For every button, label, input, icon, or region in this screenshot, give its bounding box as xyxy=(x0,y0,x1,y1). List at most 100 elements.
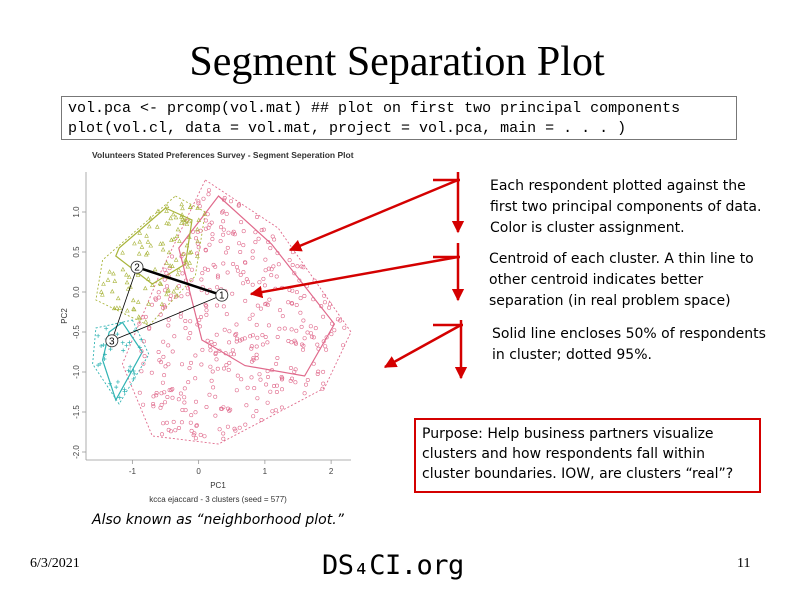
point-cluster-1 xyxy=(221,436,226,441)
point-cluster-1 xyxy=(222,327,227,332)
point-cluster-1 xyxy=(160,432,165,437)
point-cluster-2 xyxy=(124,272,129,277)
point-cluster-1 xyxy=(195,229,200,234)
point-cluster-1 xyxy=(257,280,262,285)
point-cluster-2 xyxy=(152,266,158,272)
point-cluster-2 xyxy=(187,250,193,255)
point-cluster-2 xyxy=(120,266,126,272)
point-cluster-1 xyxy=(218,239,223,244)
point-cluster-1 xyxy=(240,337,245,342)
point-cluster-1 xyxy=(243,260,248,265)
point-cluster-1 xyxy=(206,192,211,197)
point-cluster-2 xyxy=(107,269,112,274)
point-cluster-1 xyxy=(200,347,205,352)
point-cluster-2 xyxy=(136,251,142,256)
point-cluster-1 xyxy=(158,405,163,410)
point-cluster-1 xyxy=(172,334,177,339)
point-cluster-1 xyxy=(237,425,242,430)
point-cluster-1 xyxy=(323,344,328,349)
point-cluster-1 xyxy=(287,258,292,263)
point-cluster-1 xyxy=(207,188,212,193)
point-cluster-1 xyxy=(230,231,235,236)
point-cluster-1 xyxy=(304,382,309,387)
point-cluster-1 xyxy=(319,304,324,309)
point-cluster-1 xyxy=(142,354,147,359)
point-cluster-2 xyxy=(168,215,173,221)
point-cluster-1 xyxy=(215,275,220,280)
point-cluster-1 xyxy=(243,422,248,427)
point-cluster-1 xyxy=(173,428,178,433)
point-cluster-1 xyxy=(153,296,158,301)
point-cluster-1 xyxy=(166,343,171,348)
centroid-links xyxy=(111,265,223,342)
point-cluster-1 xyxy=(204,308,209,313)
point-cluster-1 xyxy=(238,250,243,255)
point-cluster-1 xyxy=(160,305,165,310)
point-cluster-1 xyxy=(271,264,276,269)
point-cluster-2 xyxy=(128,284,133,289)
point-cluster-2 xyxy=(143,285,148,291)
point-cluster-1 xyxy=(204,404,209,409)
point-cluster-1 xyxy=(225,245,230,250)
point-cluster-3 xyxy=(96,363,101,368)
point-cluster-2 xyxy=(187,260,192,265)
point-cluster-1 xyxy=(308,324,313,329)
point-cluster-1 xyxy=(255,215,260,220)
point-cluster-3 xyxy=(128,364,133,369)
centroid-label: 3 xyxy=(109,336,115,347)
point-cluster-1 xyxy=(250,312,255,317)
point-cluster-1 xyxy=(259,417,264,422)
point-cluster-1 xyxy=(316,369,321,374)
point-cluster-1 xyxy=(255,335,260,340)
chart-title: Volunteers Stated Preferences Survey - S… xyxy=(92,150,354,160)
point-cluster-1 xyxy=(199,362,204,367)
point-cluster-1 xyxy=(221,197,226,202)
point-cluster-1 xyxy=(249,375,254,380)
point-cluster-1 xyxy=(182,400,187,405)
hull95-cluster-1 xyxy=(121,179,352,445)
point-cluster-1 xyxy=(253,230,258,235)
point-cluster-1 xyxy=(215,273,220,278)
point-cluster-2 xyxy=(145,239,151,244)
point-cluster-1 xyxy=(163,400,168,405)
point-cluster-2 xyxy=(157,280,163,286)
point-cluster-1 xyxy=(194,236,199,241)
point-cluster-2 xyxy=(184,221,190,226)
point-cluster-1 xyxy=(226,367,231,372)
point-cluster-1 xyxy=(280,285,285,290)
point-cluster-1 xyxy=(280,314,285,319)
centroid-label: 2 xyxy=(134,263,140,274)
brand-logo-text: DS₄CI.org xyxy=(322,550,464,581)
point-cluster-1 xyxy=(266,323,271,328)
centroid-circle xyxy=(130,260,144,274)
point-cluster-1 xyxy=(214,332,219,337)
point-cluster-1 xyxy=(163,288,168,293)
point-cluster-1 xyxy=(215,285,220,290)
point-cluster-1 xyxy=(256,236,261,241)
point-cluster-1 xyxy=(231,262,236,267)
point-cluster-3 xyxy=(132,371,137,376)
point-cluster-1 xyxy=(162,390,167,395)
point-cluster-1 xyxy=(258,306,263,311)
point-cluster-1 xyxy=(268,389,273,394)
x-tick-label: 0 xyxy=(196,467,201,476)
y-tick-label: -1.5 xyxy=(72,405,81,419)
point-cluster-2 xyxy=(99,289,104,294)
point-cluster-1 xyxy=(289,327,294,332)
point-cluster-1 xyxy=(154,391,159,396)
point-cluster-2 xyxy=(166,221,172,226)
point-cluster-2 xyxy=(164,208,169,213)
point-cluster-1 xyxy=(211,262,216,267)
point-cluster-1 xyxy=(209,378,214,383)
point-cluster-1 xyxy=(209,340,214,345)
point-cluster-1 xyxy=(309,331,314,336)
point-cluster-1 xyxy=(275,356,280,361)
point-cluster-2 xyxy=(186,218,192,224)
point-cluster-2 xyxy=(179,212,185,217)
point-cluster-1 xyxy=(263,335,268,340)
point-cluster-1 xyxy=(161,354,166,359)
point-cluster-1 xyxy=(182,386,187,391)
code-line-2: plot(vol.cl, data = vol.mat, project = v… xyxy=(68,120,627,137)
point-cluster-1 xyxy=(312,278,317,283)
point-cluster-1 xyxy=(234,336,239,341)
